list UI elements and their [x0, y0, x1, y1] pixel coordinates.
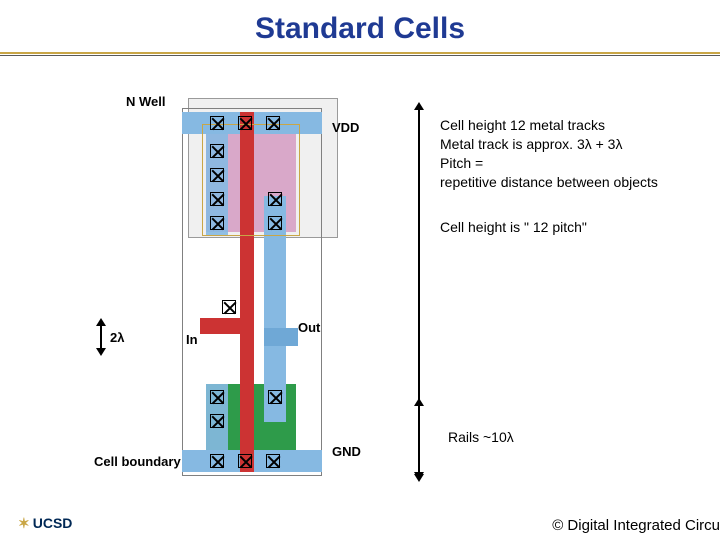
title-underline-dark — [0, 55, 720, 56]
desc-line: Cell height 12 metal tracks — [440, 116, 658, 135]
contact — [268, 192, 282, 206]
vdd-text: VDD — [332, 120, 359, 135]
desc-block-1: Cell height 12 metal tracks Metal track … — [440, 116, 658, 192]
contact — [210, 168, 224, 182]
desc-rails: Rails ~10λ — [448, 428, 514, 447]
title-underline — [0, 52, 720, 54]
nwell-label: N Well — [126, 94, 166, 109]
gnd-label: GND — [332, 444, 361, 459]
diagram-stage: N Well VDD In Out GND 2λ Cell boundary C… — [0, 88, 720, 508]
two-lambda-arrow — [100, 324, 102, 350]
logo: UCSD — [18, 515, 72, 532]
in-label: In — [186, 332, 198, 347]
cell-boundary-label: Cell boundary — [94, 454, 181, 469]
contact — [268, 216, 282, 230]
contact — [210, 192, 224, 206]
contact — [268, 390, 282, 404]
desc-line: Metal track is approx. 3λ + 3λ — [440, 135, 658, 154]
contact — [266, 454, 280, 468]
footer-copyright: © Digital Integrated Circu — [552, 517, 720, 534]
contact — [238, 116, 252, 130]
metal-out-stub — [264, 328, 298, 346]
contact — [210, 390, 224, 404]
rails-arrow — [418, 404, 420, 474]
contact — [266, 116, 280, 130]
two-lambda-label: 2λ — [110, 330, 124, 345]
contact — [210, 414, 224, 428]
page-title: Standard Cells — [0, 0, 720, 46]
contact — [222, 300, 236, 314]
desc-line: Pitch = — [440, 154, 658, 173]
desc-line: repetitive distance between objects — [440, 173, 658, 192]
out-label: Out — [298, 320, 320, 335]
contact — [210, 216, 224, 230]
contact — [210, 116, 224, 130]
contact — [238, 454, 252, 468]
contact — [210, 144, 224, 158]
in-stub — [200, 318, 242, 334]
vdd-label: VDD — [332, 120, 359, 135]
desc-block-2: Cell height is " 12 pitch" — [440, 218, 587, 237]
contact — [210, 454, 224, 468]
